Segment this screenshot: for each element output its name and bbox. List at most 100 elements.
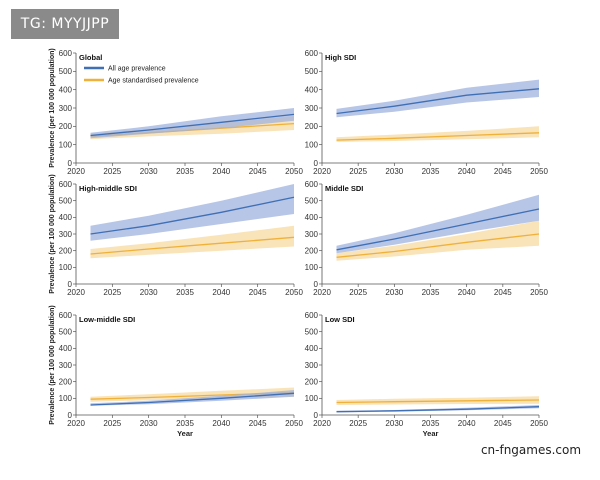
- all-age-uncertainty-band: [336, 79, 539, 118]
- x-tick-label: 2040: [212, 288, 230, 297]
- panel-low-middle-sdi: 0 100 200 300 400 500 600 2020 2025 2030 2035 2040 2…: [49, 305, 303, 438]
- y-tick-label: 0: [68, 159, 73, 168]
- y-tick-label: 400: [305, 213, 319, 222]
- x-tick-label: 2020: [313, 419, 331, 428]
- x-tick-label: 2045: [249, 167, 267, 176]
- y-tick-label: 600: [305, 311, 319, 320]
- y-tick-label: 600: [305, 49, 319, 58]
- x-tick-label: 2045: [249, 288, 267, 297]
- x-tick-label: 2020: [313, 167, 331, 176]
- x-tick-label: 2050: [530, 419, 548, 428]
- all-age-prevalence-line: [90, 113, 295, 137]
- x-tick-label: 2025: [349, 288, 367, 297]
- x-tick-label: 2025: [103, 419, 121, 428]
- y-tick-label: 400: [59, 344, 73, 353]
- panel-title: High-middle SDI: [79, 184, 137, 193]
- watermark-top: TG: MYYJJPP: [11, 9, 119, 39]
- y-tick-label: 600: [59, 311, 73, 320]
- y-tick-label: 500: [59, 327, 73, 336]
- y-tick-label: 200: [305, 246, 319, 255]
- x-tick-label: 2020: [67, 167, 85, 176]
- x-tick-label: 2045: [494, 167, 512, 176]
- x-tick-label: 2020: [67, 419, 85, 428]
- y-tick-label: 0: [314, 411, 319, 420]
- y-tick-label: 500: [305, 327, 319, 336]
- x-tick-label: 2035: [176, 419, 194, 428]
- x-tick-label: 2050: [285, 419, 303, 428]
- y-tick-label: 400: [59, 85, 73, 94]
- x-tick-label: 2045: [494, 419, 512, 428]
- x-tick-label: 2030: [385, 167, 403, 176]
- y-tick-label: 500: [59, 67, 73, 76]
- y-tick-label: 300: [59, 104, 73, 113]
- x-tick-label: 2040: [212, 167, 230, 176]
- x-tick-label: 2025: [349, 167, 367, 176]
- y-tick-label: 300: [305, 104, 319, 113]
- x-tick-label: 2050: [530, 167, 548, 176]
- panel-title: Low SDI: [325, 315, 355, 324]
- x-tick-label: 2050: [285, 167, 303, 176]
- x-tick-label: 2035: [176, 288, 194, 297]
- y-tick-label: 200: [305, 377, 319, 386]
- y-tick-label: 300: [59, 230, 73, 239]
- panel-title: High SDI: [325, 53, 356, 62]
- all-age-prevalence-line: [336, 88, 540, 115]
- panel-middle-sdi: 0 100 200 300 400 500 600 2020 2025 2030 2035 2040 2…: [305, 180, 549, 297]
- all-age-uncertainty-band: [90, 390, 294, 406]
- x-tick-label: 2040: [458, 419, 476, 428]
- legend-label-age-std: Age standardised prevalence: [108, 78, 199, 85]
- all-age-prevalence-line: [90, 392, 295, 406]
- x-tick-label: 2030: [385, 419, 403, 428]
- x-tick-label: 2030: [140, 167, 158, 176]
- y-axis-title: Prevalence (per 100 000 population): [49, 174, 56, 293]
- y-axis-title: Prevalence (per 100 000 population): [49, 305, 56, 424]
- y-tick-label: 300: [59, 361, 73, 370]
- y-tick-label: 300: [305, 361, 319, 370]
- y-tick-label: 100: [59, 263, 73, 272]
- x-tick-label: 2045: [494, 288, 512, 297]
- x-axis-title: Year: [177, 429, 193, 438]
- panel-low-sdi: 0 100 200 300 400 500 600 2020 2025 2030 2035 2040 2…: [305, 311, 549, 438]
- x-tick-label: 2020: [313, 288, 331, 297]
- x-tick-label: 2030: [140, 288, 158, 297]
- x-tick-label: 2045: [249, 419, 267, 428]
- x-axis-title: Year: [423, 429, 439, 438]
- y-tick-label: 600: [59, 180, 73, 189]
- x-tick-label: 2040: [458, 167, 476, 176]
- x-tick-label: 2025: [349, 419, 367, 428]
- x-tick-label: 2030: [140, 419, 158, 428]
- all-age-uncertainty-band: [336, 194, 539, 254]
- x-tick-label: 2030: [385, 288, 403, 297]
- panel-high-sdi: 0 100 200 300 400 500 600 2020 2025 2030 2035 2040 2…: [305, 49, 549, 176]
- y-tick-label: 0: [314, 159, 319, 168]
- legend: All age prevalence Age standardised preva…: [84, 66, 199, 85]
- x-tick-label: 2050: [530, 288, 548, 297]
- y-tick-label: 200: [59, 122, 73, 131]
- y-tick-label: 0: [314, 280, 319, 289]
- all-age-prevalence-line: [90, 196, 295, 235]
- y-tick-label: 100: [59, 140, 73, 149]
- x-tick-label: 2020: [67, 288, 85, 297]
- x-tick-label: 2040: [212, 419, 230, 428]
- y-tick-label: 400: [305, 344, 319, 353]
- y-tick-label: 100: [305, 394, 319, 403]
- panel-title: Low-middle SDI: [79, 315, 135, 324]
- y-tick-label: 300: [305, 230, 319, 239]
- y-tick-label: 400: [305, 85, 319, 94]
- y-tick-label: 600: [305, 180, 319, 189]
- y-tick-label: 100: [305, 263, 319, 272]
- panel-title: Global: [79, 53, 102, 62]
- x-tick-label: 2025: [103, 288, 121, 297]
- x-tick-label: 2035: [422, 167, 440, 176]
- panel-title: Middle SDI: [325, 184, 363, 193]
- y-tick-label: 200: [305, 122, 319, 131]
- y-tick-label: 600: [59, 49, 73, 58]
- legend-label-all-age: All age prevalence: [108, 66, 166, 73]
- age-std-prevalence-line: [336, 399, 540, 404]
- x-tick-label: 2050: [285, 288, 303, 297]
- y-tick-label: 200: [59, 377, 73, 386]
- age-std-prevalence-line: [90, 236, 295, 255]
- age-std-uncertainty-band: [336, 220, 539, 261]
- age-std-prevalence-line: [336, 233, 540, 258]
